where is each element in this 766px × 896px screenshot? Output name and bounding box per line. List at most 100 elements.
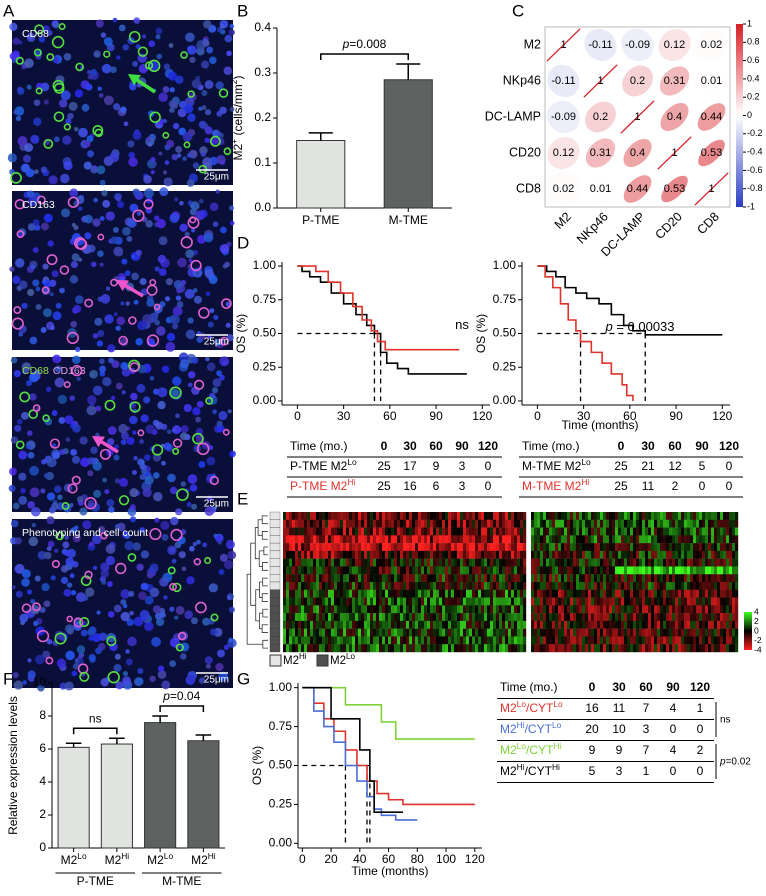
stained-cell — [129, 401, 141, 413]
nucleus — [140, 582, 149, 591]
nucleus — [54, 22, 60, 28]
heatmap-cell — [591, 519, 595, 528]
table-time: 30 — [612, 680, 626, 694]
heatmap-cell — [421, 519, 425, 528]
heatmap-cell — [409, 566, 413, 575]
heatmap-cell — [400, 613, 404, 622]
heatmap-cell — [502, 620, 506, 629]
nucleus — [125, 301, 130, 306]
heatmap-cell — [499, 535, 503, 544]
table-header: Time (mo.) — [522, 439, 580, 453]
heatmap-cell — [531, 512, 535, 520]
colorbar-label: 0.8 — [747, 37, 760, 47]
heatmap-cell — [307, 519, 311, 528]
stained-cell — [35, 87, 43, 95]
heatmap-cell — [379, 512, 383, 520]
heatmap-cell — [286, 574, 290, 583]
stained-cell — [36, 195, 46, 205]
heatmap-cell — [714, 620, 718, 629]
heatmap-cell — [702, 597, 706, 606]
nucleus — [97, 250, 104, 257]
heatmap-cell — [457, 574, 461, 583]
heatmap-cell — [502, 550, 506, 559]
heatmap-cell — [307, 582, 311, 590]
heatmap-cell — [481, 519, 485, 528]
heatmap-cell — [666, 636, 670, 645]
heatmap-cell — [720, 550, 724, 559]
heatmap-cell — [292, 574, 296, 583]
heatmap-cell — [543, 527, 547, 536]
heatmap-cell — [424, 566, 428, 575]
table-row-label-part: Hi — [553, 741, 561, 751]
heatmap-cell — [651, 582, 655, 590]
heatmap-cell — [415, 582, 419, 590]
nucleus — [189, 56, 196, 64]
x-tick-label: 60 — [382, 852, 396, 866]
panel-label: B — [237, 1, 248, 20]
heatmap-cell — [537, 582, 541, 590]
heatmap-cell — [463, 550, 467, 559]
at-risk: 16 — [585, 701, 599, 715]
heatmap-cell — [349, 550, 353, 559]
heatmap-cell — [681, 628, 685, 637]
heatmap-cell — [735, 644, 739, 653]
heatmap-cell — [289, 589, 293, 598]
nucleus — [103, 36, 113, 46]
heatmap-cell — [552, 566, 556, 575]
y-tick-label: 0.25 — [493, 359, 517, 373]
heatmap-cell — [466, 543, 470, 552]
table-time: 90 — [455, 439, 469, 453]
nucleus — [26, 589, 33, 595]
at-risk: 11 — [613, 701, 626, 715]
nucleus — [178, 551, 186, 559]
heatmap-cell — [340, 620, 344, 629]
x-tick-label-part: Lo — [164, 851, 174, 861]
heatmap-cell — [621, 636, 625, 645]
heatmap-cell — [717, 535, 721, 544]
heatmap-cell — [373, 558, 377, 567]
nucleus — [100, 562, 110, 572]
heatmap-cell — [331, 550, 335, 559]
heatmap-cell — [531, 535, 535, 544]
heatmap-cell — [349, 535, 353, 544]
heatmap-cell — [337, 613, 341, 622]
heatmap-cell — [618, 527, 622, 536]
heatmap-cell — [370, 613, 374, 622]
heatmap-cell — [555, 605, 559, 614]
heatmap-cell — [481, 589, 485, 598]
table-time: 60 — [429, 439, 443, 453]
y-axis-label-part: ) — [231, 76, 245, 80]
heatmap-cell — [448, 543, 452, 552]
heatmap-cell — [675, 628, 679, 637]
stained-cell — [55, 531, 65, 541]
heatmap-cell — [687, 605, 691, 614]
heatmap-cell — [696, 613, 700, 622]
heatmap-cell — [424, 574, 428, 583]
heatmap-cell — [286, 512, 290, 520]
heatmap-cell — [289, 535, 293, 544]
nucleus — [102, 376, 112, 387]
heatmap-cell — [340, 605, 344, 614]
heatmap-cell — [325, 512, 329, 520]
heatmap-cell — [714, 636, 718, 645]
heatmap-cell — [370, 550, 374, 559]
heatmap-cell — [514, 550, 518, 559]
heatmap-cell — [609, 574, 613, 583]
heatmap-cell — [723, 519, 727, 528]
heatmap-cell — [627, 543, 631, 552]
significance-label: p=0.008 — [342, 37, 387, 51]
nucleus — [175, 145, 183, 153]
nucleus — [191, 79, 202, 89]
heatmap-cell — [397, 535, 401, 544]
bar — [100, 743, 133, 849]
heatmap-cell — [298, 613, 302, 622]
heatmap-cell — [546, 636, 550, 645]
nucleus — [186, 674, 196, 684]
nucleus — [144, 475, 154, 485]
heatmap-cell — [481, 620, 485, 629]
heatmap-cell — [648, 519, 652, 528]
nucleus — [7, 153, 17, 163]
heatmap-cell — [576, 543, 580, 552]
error-bar — [308, 132, 333, 141]
heatmap-cell — [445, 543, 449, 552]
